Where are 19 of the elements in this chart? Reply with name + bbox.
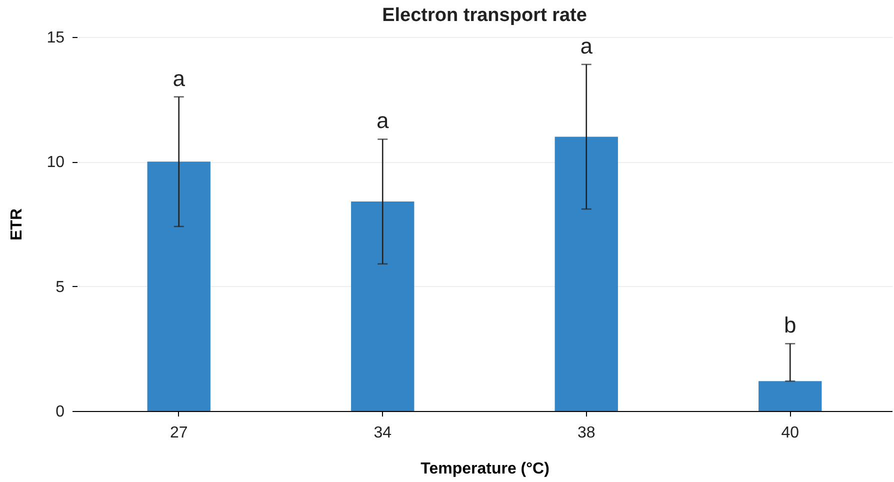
bar [147,162,210,411]
y-tick-label: 0 [56,404,65,420]
y-tick-label: 10 [46,154,65,172]
y-axis-title: ETR [8,208,26,240]
annotation: b [784,312,796,338]
x-tick-label: 40 [781,424,800,442]
x-tick-label: 34 [374,424,392,442]
annotation: a [376,108,390,134]
annotation: a [172,66,186,91]
annotation: a [580,33,594,58]
bar [554,136,618,411]
x-tick-label: 27 [170,424,188,442]
x-axis-title: Temperature (°C) [420,460,550,478]
y-tick-label: 15 [46,30,65,46]
bar [758,381,822,411]
x-tick-label: 38 [577,424,596,442]
bar [351,202,414,411]
y-tick-label: 5 [56,278,65,296]
chart-title: Electron transport rate [382,5,587,26]
